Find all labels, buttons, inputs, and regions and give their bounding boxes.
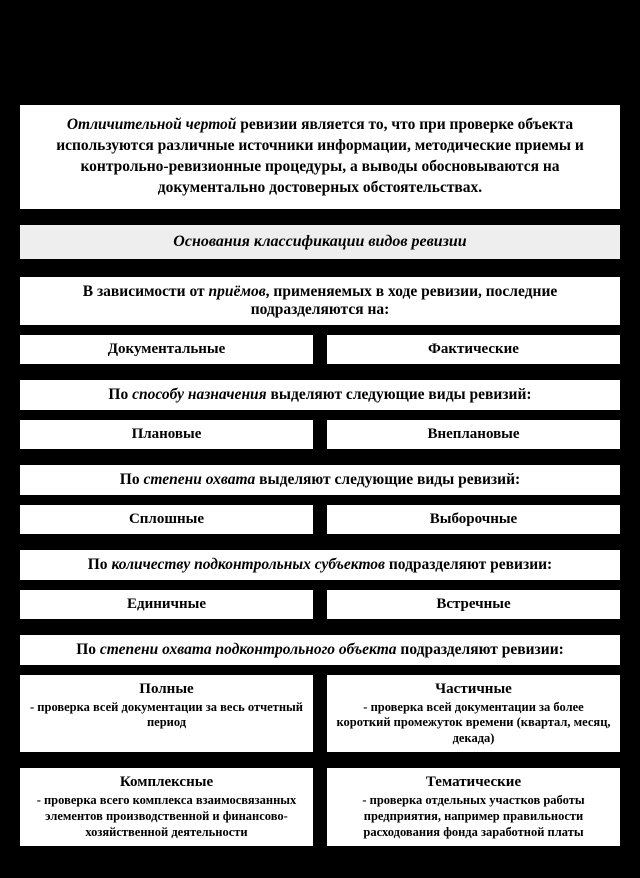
hdr-em: способу назначения — [132, 386, 267, 403]
cell-factual: Фактические — [325, 333, 622, 366]
classification-header-box: Основания классификации видов ревизии — [18, 223, 622, 261]
row: Сплошные Выборочные — [18, 503, 622, 536]
section-header: По степени охвата выделяют следующие вид… — [18, 463, 622, 497]
cell-title: Плановые — [28, 426, 305, 443]
cell-documentary: Документальные — [18, 333, 315, 366]
section-naznacheniya: По способу назначения выделяют следующие… — [18, 378, 622, 451]
hdr-em: приёмов — [208, 283, 265, 300]
cell-title: Частичные — [335, 681, 612, 698]
hdr-em: степени охвата — [143, 471, 255, 488]
page-title: Ревизия – это форма контрольного меропри… — [48, 18, 592, 87]
section-priemov: В зависимости от приёмов, применяемых в … — [18, 275, 622, 366]
row: Единичные Встречные — [18, 588, 622, 621]
cell-thematic: Тематические - проверка отдельных участк… — [325, 766, 622, 848]
title-line1: Ревизия – — [282, 19, 357, 38]
hdr-p1: В зависимости от — [83, 283, 209, 300]
cell-title: Выборочные — [335, 511, 612, 528]
hdr-p2: выделяют следующие виды ревизий: — [267, 386, 532, 403]
cell-title: Фактические — [335, 341, 612, 358]
section-header: В зависимости от приёмов, применяемых в … — [18, 275, 622, 327]
hdr-p1: По — [88, 556, 112, 573]
cell-planned: Плановые — [18, 418, 315, 451]
cell-desc: - проверка всего комплекса взаимосвязанн… — [28, 793, 305, 840]
cell-selective: Выборочные — [325, 503, 622, 536]
cell-complex: Комплексные - проверка всего комплекса в… — [18, 766, 315, 848]
row: Плановые Внеплановые — [18, 418, 622, 451]
cell-title: Документальные — [28, 341, 305, 358]
section-object: По степени охвата подконтрольного объект… — [18, 633, 622, 755]
cell-title: Внеплановые — [335, 426, 612, 443]
hdr-p2: , применяемых в ходе ревизии, последние … — [251, 283, 558, 318]
distinctive-prefix: Отличительной чертой — [67, 116, 237, 133]
section-subjects: По количеству подконтрольных субъектов п… — [18, 548, 622, 621]
hdr-p2: подразделяют ревизии: — [385, 556, 552, 573]
section-okhvata: По степени охвата выделяют следующие вид… — [18, 463, 622, 536]
cell-title: Встречные — [335, 596, 612, 613]
cell-title: Единичные — [28, 596, 305, 613]
hdr-p1: По — [76, 641, 100, 658]
cell-single: Единичные — [18, 588, 315, 621]
row: Комплексные - проверка всего комплекса в… — [18, 766, 622, 848]
cell-full: Полные - проверка всей документации за в… — [18, 673, 315, 755]
row: Полные - проверка всей документации за в… — [18, 673, 622, 755]
distinctive-box: Отличительной чертой ревизии является то… — [18, 103, 622, 211]
cell-unplanned: Внеплановые — [325, 418, 622, 451]
cell-desc: - проверка всей документации за более ко… — [335, 700, 612, 747]
section-header: По способу назначения выделяют следующие… — [18, 378, 622, 412]
classification-header: Основания классификации видов ревизии — [173, 233, 466, 250]
hdr-p2: выделяют следующие виды ревизий: — [255, 471, 520, 488]
hdr-p1: По — [120, 471, 144, 488]
hdr-p1: По — [108, 386, 132, 403]
cell-title: Сплошные — [28, 511, 305, 528]
page-root: Ревизия – это форма контрольного меропри… — [0, 0, 640, 878]
cell-desc: - проверка отдельных участков работы пре… — [335, 793, 612, 840]
cell-desc: - проверка всей документации за весь отч… — [28, 700, 305, 731]
hdr-em: степени охвата подконтрольного объекта — [100, 641, 397, 658]
cell-continuous: Сплошные — [18, 503, 315, 536]
cell-counter: Встречные — [325, 588, 622, 621]
cell-partial: Частичные - проверка всей документации з… — [325, 673, 622, 755]
cell-title: Полные — [28, 681, 305, 698]
row: Документальные Фактические — [18, 333, 622, 366]
title-line2: это форма контрольного мероприятия, прим… — [64, 42, 575, 84]
hdr-em: количеству подконтрольных субъектов — [111, 556, 385, 573]
cell-title: Тематические — [335, 774, 612, 791]
hdr-p2: подразделяют ревизии: — [397, 641, 564, 658]
cell-title: Комплексные — [28, 774, 305, 791]
section-complex-thematic: Комплексные - проверка всего комплекса в… — [18, 766, 622, 848]
section-header: По степени охвата подконтрольного объект… — [18, 633, 622, 667]
section-header: По количеству подконтрольных субъектов п… — [18, 548, 622, 582]
